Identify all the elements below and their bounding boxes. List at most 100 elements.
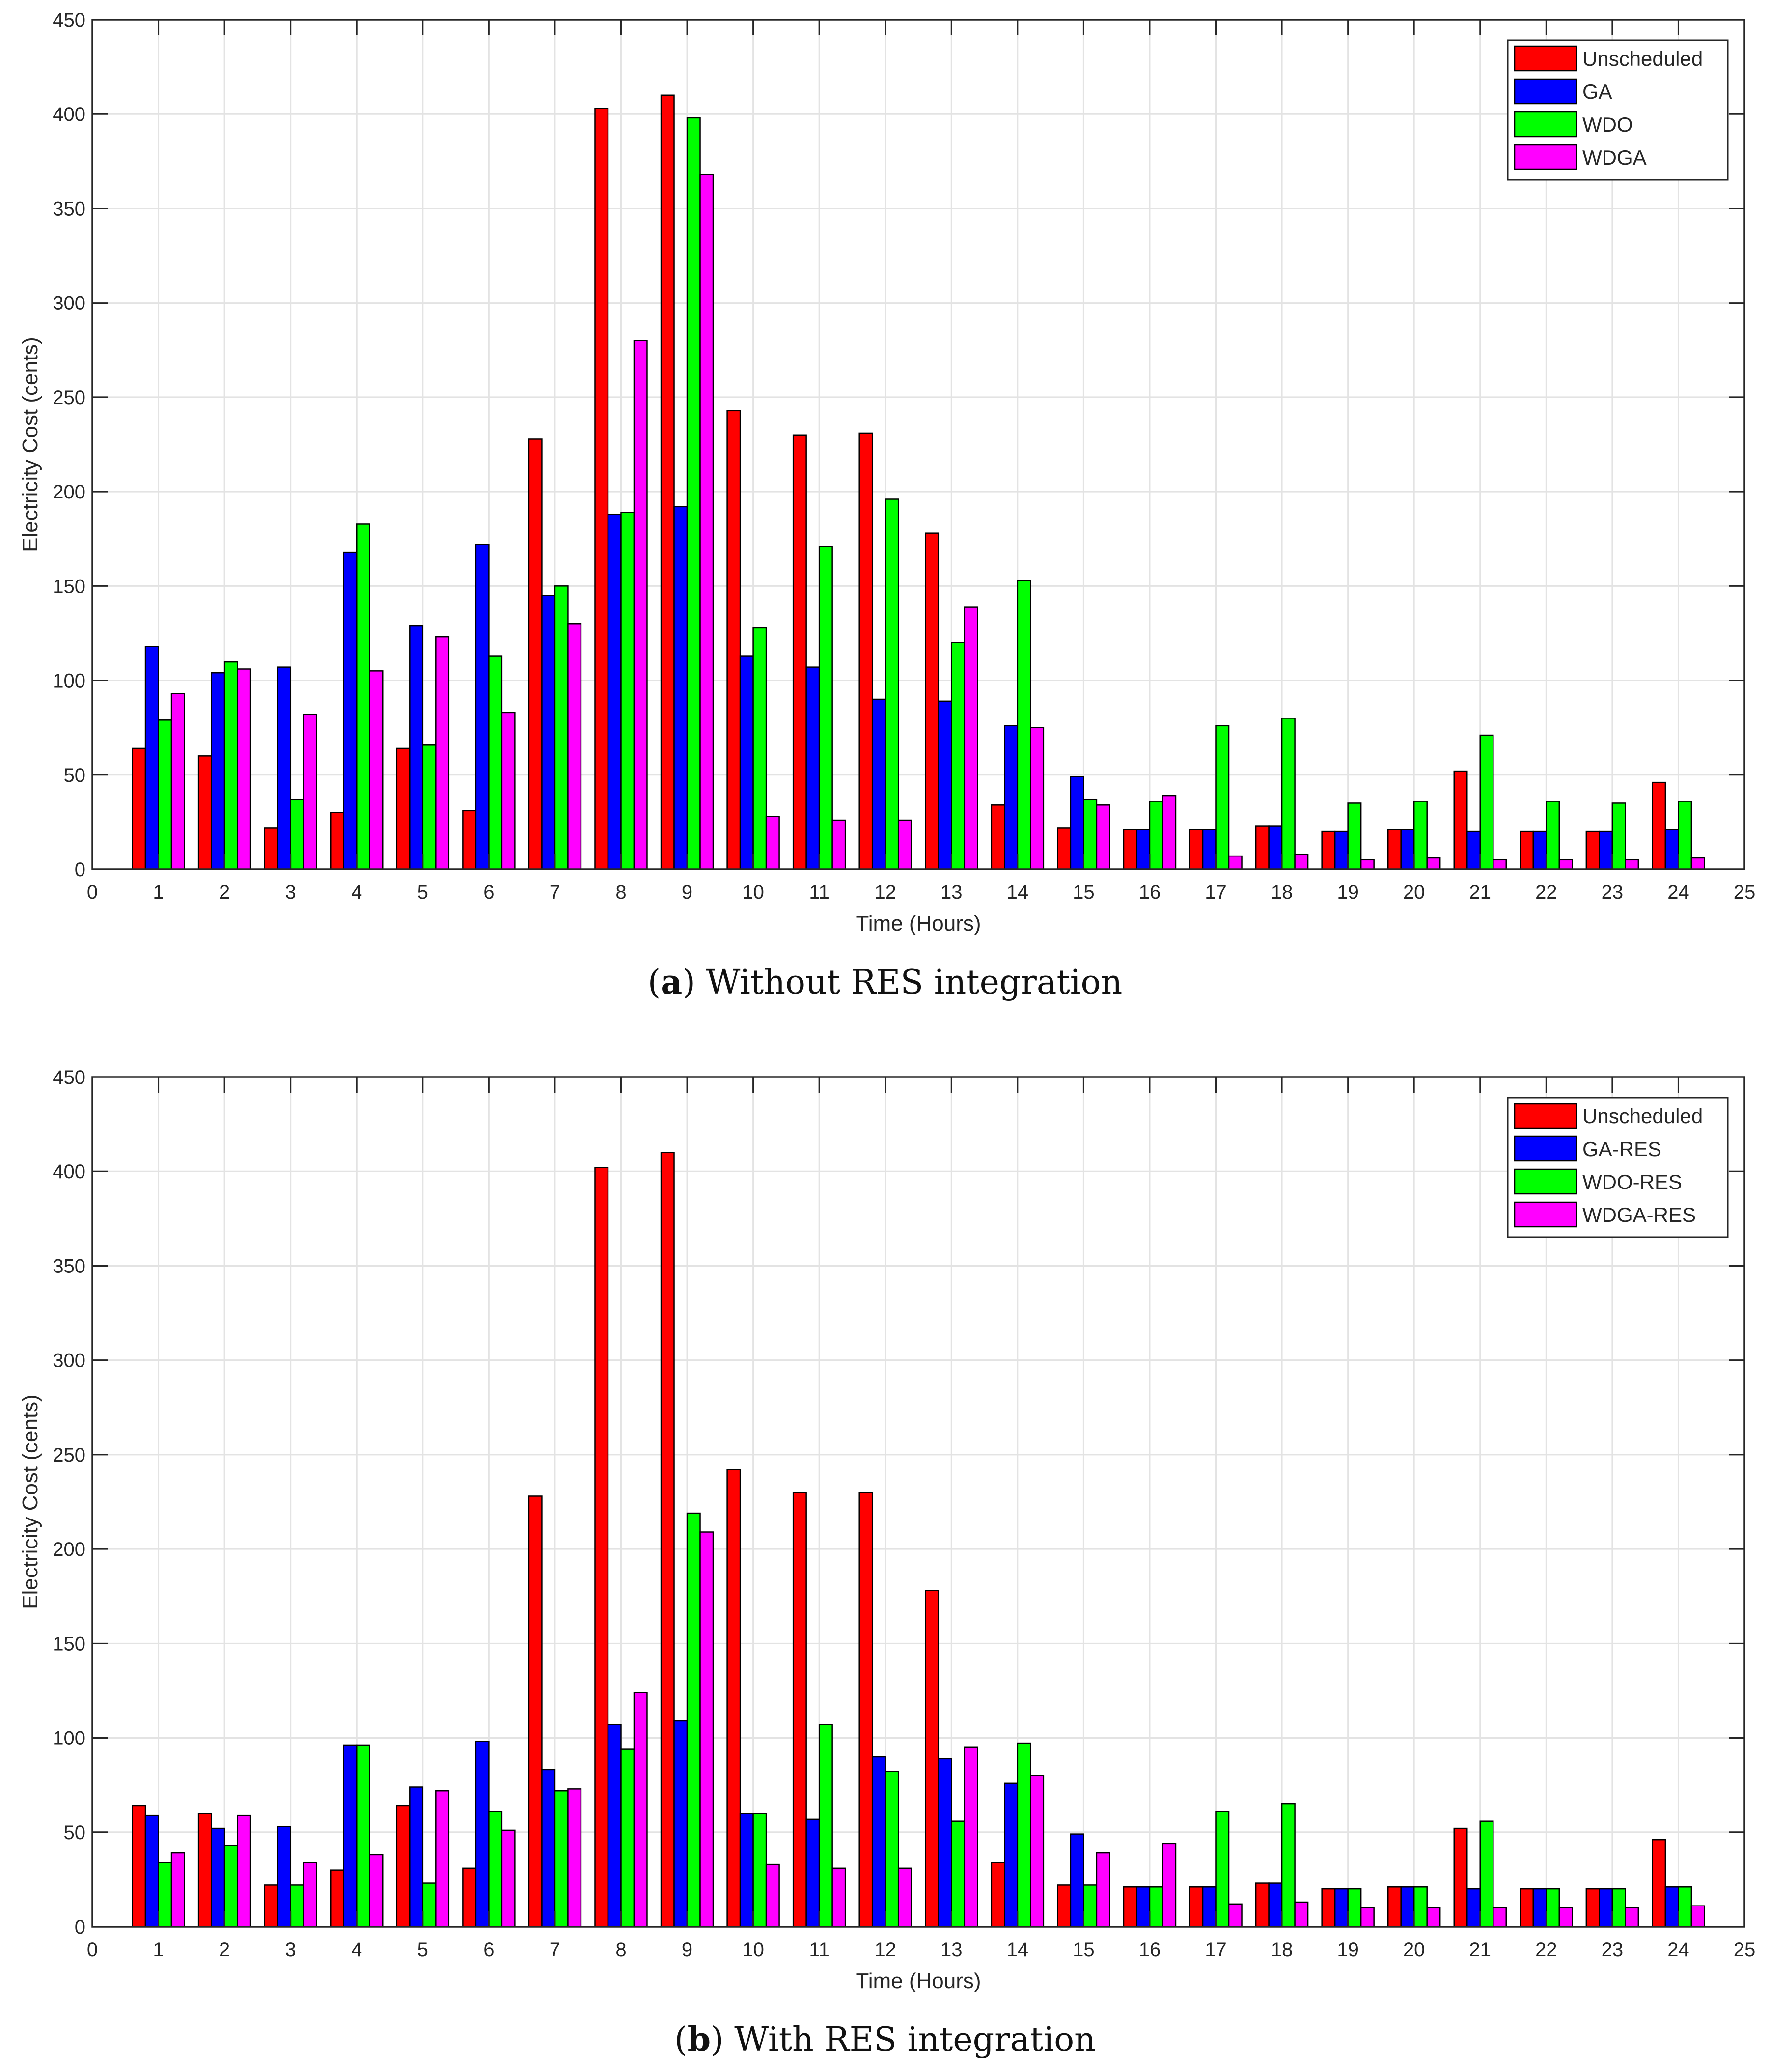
bar-unscheduled-hour-22 — [1520, 1888, 1534, 1928]
bar-wdga-res-hour-19 — [1360, 1907, 1375, 1928]
bar-unscheduled-hour-8 — [594, 108, 609, 870]
y-tick-label: 100 — [53, 670, 85, 692]
caption-a-label: a — [661, 963, 683, 1002]
y-tick-label: 300 — [53, 1350, 85, 1372]
y-tick-label: 200 — [53, 1539, 85, 1560]
bar-wdo-res-hour-10 — [752, 1813, 767, 1928]
bar-ga-res-hour-14 — [1004, 1782, 1019, 1928]
bar-ga-res-hour-8 — [607, 1724, 622, 1928]
bar-unscheduled-hour-12 — [858, 1492, 873, 1928]
bar-unscheduled-hour-24 — [1652, 1839, 1666, 1928]
x-tick-label: 6 — [483, 882, 494, 903]
x-axis-label: Time (Hours) — [856, 912, 981, 936]
bar-unscheduled-hour-16 — [1123, 829, 1137, 870]
bar-ga-hour-3 — [277, 666, 291, 870]
bar-unscheduled-hour-15 — [1057, 827, 1072, 870]
bar-wdga-hour-10 — [765, 816, 780, 870]
bar-ga-hour-10 — [739, 655, 754, 870]
bar-unscheduled-hour-10 — [726, 410, 741, 870]
bar-wdga-hour-15 — [1096, 804, 1110, 870]
y-tick-label: 350 — [53, 198, 85, 220]
legend-swatch-wdo-res — [1514, 1168, 1577, 1195]
axes-box — [91, 1076, 1745, 1928]
bar-unscheduled-hour-13 — [925, 1590, 940, 1928]
bar-wdga-res-hour-11 — [831, 1867, 846, 1928]
x-tick-label: 20 — [1403, 882, 1425, 903]
bar-unscheduled-hour-2 — [197, 755, 212, 870]
bar-ga-res-hour-3 — [277, 1825, 291, 1928]
x-tick-label: 9 — [682, 1939, 692, 1961]
bar-wdga-res-hour-20 — [1426, 1907, 1441, 1928]
bar-unscheduled-hour-5 — [396, 1805, 411, 1928]
legend-swatch-wdga — [1514, 144, 1577, 170]
bar-wdo-hour-9 — [686, 117, 701, 870]
x-tick-label: 17 — [1205, 882, 1227, 903]
bar-wdo-res-hour-4 — [356, 1744, 370, 1928]
bar-wdo-hour-20 — [1413, 801, 1428, 870]
bar-ga-hour-6 — [475, 544, 490, 870]
y-tick-label: 150 — [53, 576, 85, 597]
bar-wdga-res-hour-21 — [1493, 1907, 1507, 1928]
y-tick-label: 0 — [75, 859, 85, 881]
bar-unscheduled-hour-9 — [660, 1152, 675, 1928]
bar-wdga-hour-23 — [1625, 859, 1639, 870]
bar-ga-res-hour-19 — [1334, 1888, 1349, 1928]
bar-ga-hour-12 — [871, 698, 886, 870]
bar-ga-hour-8 — [607, 513, 622, 870]
axes-box — [91, 19, 1745, 870]
bar-wdga-hour-16 — [1162, 795, 1177, 870]
bar-unscheduled-hour-11 — [792, 434, 807, 870]
bar-wdo-res-hour-11 — [818, 1724, 833, 1928]
bar-wdga-hour-20 — [1426, 857, 1441, 870]
x-tick-label: 2 — [219, 1939, 230, 1961]
caption-b: (b) With RES integration — [674, 2020, 1096, 2059]
bar-unscheduled-hour-4 — [330, 1869, 344, 1928]
bar-wdo-hour-23 — [1611, 802, 1626, 870]
x-axis-label: Time (Hours) — [856, 1969, 981, 1993]
bar-wdo-hour-18 — [1281, 718, 1296, 870]
bar-wdo-res-hour-20 — [1413, 1886, 1428, 1928]
bar-wdga-res-hour-5 — [435, 1790, 450, 1928]
bar-wdo-hour-11 — [818, 546, 833, 870]
x-tick-label: 23 — [1602, 882, 1624, 903]
bar-wdo-hour-22 — [1546, 801, 1560, 870]
bar-unscheduled-hour-19 — [1321, 830, 1336, 870]
bar-ga-res-hour-15 — [1070, 1833, 1084, 1928]
bar-wdo-res-hour-17 — [1215, 1811, 1230, 1928]
x-tick-label: 5 — [417, 882, 428, 903]
y-tick-label: 0 — [75, 1916, 85, 1938]
bar-wdga-res-hour-6 — [501, 1829, 516, 1928]
bar-wdga-res-hour-12 — [897, 1867, 912, 1928]
bar-unscheduled-hour-7 — [528, 1495, 543, 1928]
y-tick-label: 400 — [53, 1161, 85, 1183]
bar-wdga-hour-9 — [699, 173, 714, 870]
bar-ga-res-hour-5 — [409, 1786, 424, 1928]
y-tick-label: 50 — [64, 765, 86, 786]
bar-wdo-res-hour-19 — [1347, 1888, 1362, 1928]
bar-ga-res-hour-22 — [1532, 1888, 1547, 1928]
bar-wdo-hour-6 — [488, 655, 503, 870]
bar-wdo-res-hour-16 — [1149, 1886, 1163, 1928]
bar-wdga-hour-3 — [303, 714, 317, 870]
bar-wdga-hour-13 — [964, 606, 978, 870]
bar-unscheduled-hour-24 — [1652, 781, 1666, 870]
bar-ga-res-hour-12 — [871, 1756, 886, 1928]
y-tick-label: 200 — [53, 481, 85, 503]
x-tick-label: 7 — [550, 1939, 560, 1961]
bar-wdga-hour-18 — [1294, 853, 1309, 870]
bar-ga-hour-11 — [805, 666, 820, 870]
bar-wdga-hour-14 — [1030, 727, 1045, 870]
x-tick-label: 0 — [87, 882, 98, 903]
bar-wdga-res-hour-22 — [1558, 1907, 1573, 1928]
bar-wdga-hour-12 — [897, 819, 912, 870]
bar-wdga-res-hour-23 — [1625, 1907, 1639, 1928]
bar-wdo-hour-14 — [1017, 580, 1031, 870]
bar-unscheduled-hour-1 — [132, 747, 146, 870]
y-tick-label: 250 — [53, 1444, 85, 1466]
x-tick-label: 3 — [285, 1939, 296, 1961]
bar-unscheduled-hour-6 — [462, 810, 477, 870]
x-tick-label: 16 — [1139, 882, 1161, 903]
legend-swatch-wdo — [1514, 111, 1577, 138]
chart-a: 0 1 2 3 4 5 6 7 8 9 10 11 12 13 14 15 16 17 18 19 20 21 22 23 24… — [18, 9, 1755, 936]
bar-wdga-res-hour-16 — [1162, 1843, 1177, 1928]
